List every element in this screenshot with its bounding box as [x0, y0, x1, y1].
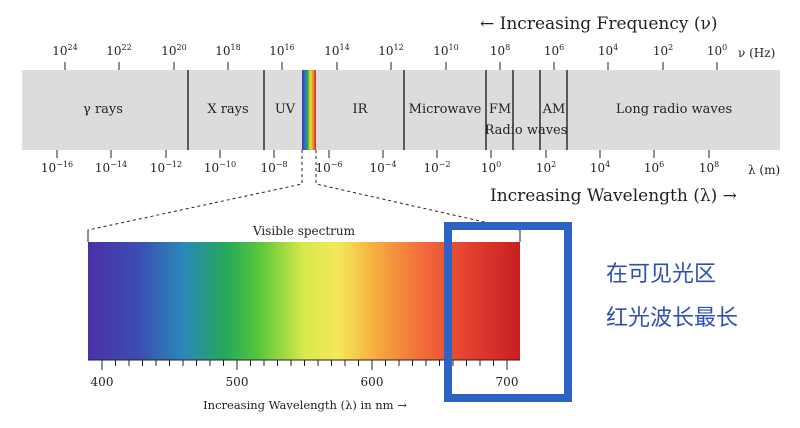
frequency-axis-title: ← Increasing Frequency (ν)	[480, 14, 718, 34]
band-ir: IR	[352, 102, 368, 117]
wavelength-tick-label: 108	[698, 160, 720, 175]
frequency-tick-label: 1016	[269, 43, 295, 58]
band-x-rays: X rays	[207, 102, 249, 117]
wavelength-unit-label: λ (m)	[748, 163, 781, 177]
frequency-tick-label: 104	[597, 43, 619, 58]
wavelength-tick-label: 10−10	[203, 160, 237, 175]
visible-axis-title: Increasing Wavelength (λ) in nm →	[203, 398, 407, 412]
wavelength-tick-label: 100	[480, 160, 502, 175]
band-microwave: Microwave	[408, 102, 482, 117]
frequency-tick-label: 102	[652, 43, 674, 58]
band-am: AM	[542, 102, 566, 117]
wavelength-tick-label: 102	[535, 160, 557, 175]
frequency-tick-label: 1014	[324, 43, 350, 58]
frequency-tick-label: 106	[543, 43, 565, 58]
frequency-tick-label: 1010	[433, 43, 459, 58]
band-radio-waves: Radio waves	[484, 123, 568, 138]
wavelength-axis-title: Increasing Wavelength (λ) →	[490, 186, 737, 206]
frequency-tick-label: 108	[489, 43, 511, 58]
band-long-radio-waves: Long radio waves	[615, 102, 733, 117]
wavelength-tick-label: 104	[589, 160, 611, 175]
wavelength-tick-label: 10−12	[149, 160, 183, 175]
visible-band-mark	[302, 70, 316, 150]
band-dividers	[187, 70, 568, 150]
visible-tick-600: 600	[360, 375, 384, 389]
visible-tick-400: 400	[90, 375, 114, 389]
frequency-tick-label: 1020	[161, 43, 187, 58]
frequency-tick-label: 1022	[106, 43, 132, 58]
visible-tick-500: 500	[225, 375, 249, 389]
wavelength-tick-label: 10−6	[315, 160, 343, 175]
wavelength-tick-label: 10−4	[369, 160, 397, 175]
frequency-tick-label: 1018	[215, 43, 241, 58]
wavelength-tick-label: 10−16	[40, 160, 74, 175]
visible-spectrum-title: Visible spectrum	[252, 224, 356, 238]
red-light-highlight-box	[444, 222, 572, 402]
frequency-tick-label: 1024	[52, 43, 78, 58]
callout-line-2: 红光波长最长	[606, 306, 739, 331]
wavelength-tick-label: 10−8	[260, 160, 288, 175]
spectrum-bar	[22, 70, 780, 150]
band-gamma-rays: γ rays	[83, 102, 123, 117]
callout-line-1: 在可见光区	[606, 262, 717, 287]
band-uv: UV	[274, 102, 296, 117]
wavelength-tick-label: 10−2	[423, 160, 451, 175]
frequency-tick-label: 1012	[378, 43, 404, 58]
zoom-line-right	[315, 150, 521, 242]
frequency-unit-label: ν (Hz)	[738, 46, 776, 60]
visible-tick-700: 700	[495, 375, 519, 389]
wavelength-tick-label: 10−14	[94, 160, 128, 175]
band-fm: FM	[488, 102, 512, 117]
wavelength-tick-label: 106	[643, 160, 665, 175]
frequency-tick-label: 100	[706, 43, 728, 58]
